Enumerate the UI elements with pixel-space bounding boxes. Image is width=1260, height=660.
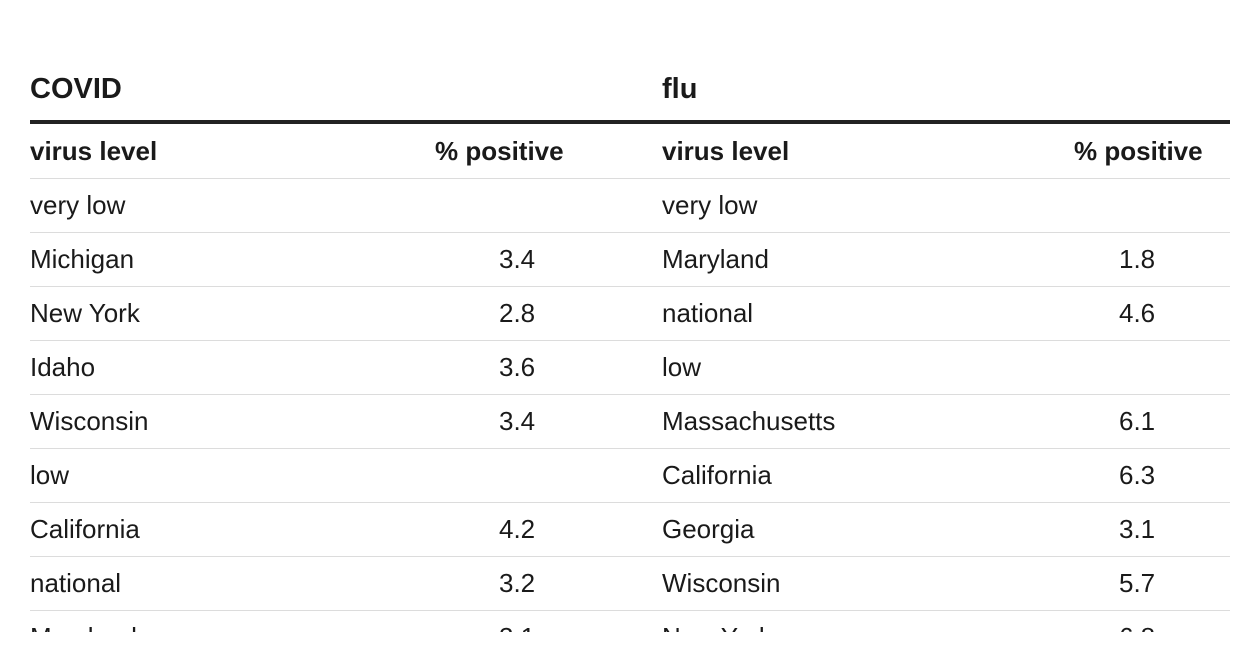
covid-name-cell: very low — [30, 178, 420, 233]
covid-name-cell: Michigan — [30, 232, 420, 287]
column-header-flu-pct: % positive — [1062, 124, 1230, 179]
covid-name-cell: Maryland — [30, 610, 420, 632]
table-row: New York 2.8 national 4.6 — [30, 286, 1230, 341]
table-row: Wisconsin 3.4 Massachusetts 6.1 — [30, 394, 1230, 449]
column-header-row: virus level % positive virus level % pos… — [30, 124, 1230, 179]
group-header-flu: flu — [662, 60, 1230, 124]
covid-name-cell: Wisconsin — [30, 394, 420, 449]
flu-pct-cell: 6.8 — [1062, 610, 1230, 632]
flu-pct-cell: 1.8 — [1062, 232, 1230, 287]
covid-pct-cell: 2.8 — [420, 286, 662, 341]
table-row: national 3.2 Wisconsin 5.7 — [30, 556, 1230, 611]
flu-name-cell: low — [662, 340, 1062, 395]
table-row: very low very low — [30, 178, 1230, 233]
flu-pct-cell: 5.7 — [1062, 556, 1230, 611]
table-container: COVID flu virus level % positive virus l… — [30, 60, 1230, 632]
covid-name-cell: Idaho — [30, 340, 420, 395]
flu-pct-cell: 4.6 — [1062, 286, 1230, 341]
flu-name-cell: New York — [662, 610, 1062, 632]
covid-pct-cell: 3.6 — [420, 340, 662, 395]
virus-data-table: virus level % positive virus level % pos… — [30, 124, 1230, 632]
table-row: California 4.2 Georgia 3.1 — [30, 502, 1230, 557]
flu-pct-cell — [1062, 178, 1230, 233]
covid-pct-cell — [420, 178, 662, 233]
table-row: Maryland3.1New York6.8 — [30, 610, 1230, 632]
covid-name-cell: low — [30, 448, 420, 503]
group-header-covid: COVID — [30, 60, 662, 124]
flu-pct-cell — [1062, 340, 1230, 395]
flu-pct-cell: 6.1 — [1062, 394, 1230, 449]
virus-level-table: COVID flu — [30, 60, 1230, 124]
flu-name-cell: very low — [662, 178, 1062, 233]
flu-name-cell: national — [662, 286, 1062, 341]
column-header-flu-level: virus level — [662, 124, 1062, 179]
flu-name-cell: Maryland — [662, 232, 1062, 287]
column-header-covid-level: virus level — [30, 124, 420, 179]
column-header-covid-pct: % positive — [420, 124, 662, 179]
covid-name-cell: national — [30, 556, 420, 611]
group-header-row: COVID flu — [30, 60, 1230, 124]
flu-pct-cell: 3.1 — [1062, 502, 1230, 557]
covid-name-cell: California — [30, 502, 420, 557]
covid-name-cell: New York — [30, 286, 420, 341]
table-row: Michigan 3.4 Maryland 1.8 — [30, 232, 1230, 287]
covid-pct-cell: 3.4 — [420, 232, 662, 287]
flu-name-cell: California — [662, 448, 1062, 503]
covid-pct-cell: 4.2 — [420, 502, 662, 557]
flu-name-cell: Georgia — [662, 502, 1062, 557]
flu-name-cell: Massachusetts — [662, 394, 1062, 449]
covid-pct-cell: 3.1 — [420, 610, 662, 632]
covid-pct-cell — [420, 448, 662, 503]
flu-pct-cell: 6.3 — [1062, 448, 1230, 503]
table-row: low California 6.3 — [30, 448, 1230, 503]
table-body: very low very low Michigan 3.4 Maryland 1.8 Ne… — [30, 178, 1230, 632]
table-row: Idaho 3.6 low — [30, 340, 1230, 395]
flu-name-cell: Wisconsin — [662, 556, 1062, 611]
covid-pct-cell: 3.4 — [420, 394, 662, 449]
covid-pct-cell: 3.2 — [420, 556, 662, 611]
